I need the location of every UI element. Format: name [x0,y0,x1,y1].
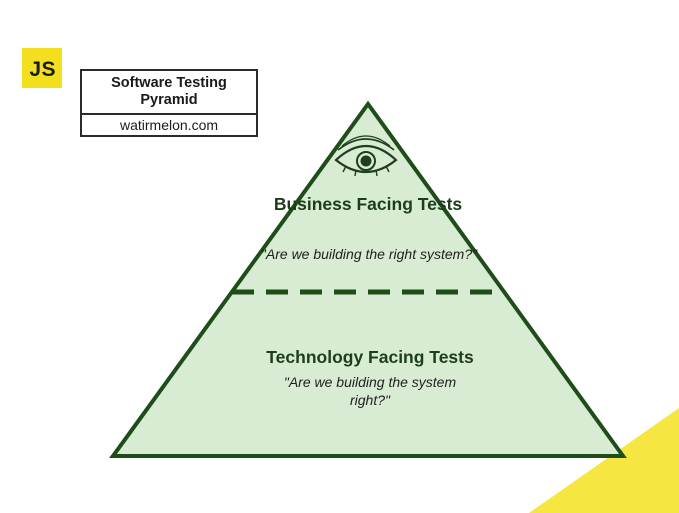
site-label: watirmelon.com [119,117,219,133]
technology-facing-question: "Are we building the system right?" [283,374,457,408]
business-facing-question: "Are we building the right system?" [260,246,478,262]
js-logo: JS [22,48,62,88]
business-facing-title: Business Facing Tests [273,194,463,214]
technology-facing-title: Technology Facing Tests [266,347,474,367]
title-box: Software Testing Pyramid watirmelon.com [80,69,258,137]
pyramid-shape [109,100,627,458]
diagram-title: Software Testing Pyramid [82,71,256,115]
js-logo-text: JS [29,58,56,81]
eye-icon [334,135,398,177]
